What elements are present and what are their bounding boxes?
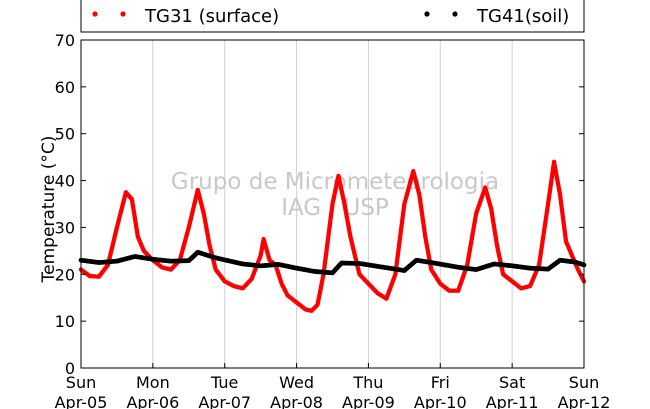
x-tick-day: Sat (499, 373, 525, 392)
legend-marker (424, 11, 430, 17)
y-tick-label: 10 (55, 312, 75, 331)
y-tick-label: 0 (65, 359, 75, 378)
plot-series (78, 159, 587, 314)
x-tick-day: Sun (569, 373, 599, 392)
y-tick-label: 40 (55, 172, 75, 191)
x-tick-day: Fri (431, 373, 450, 392)
x-tick-day: Sun (66, 373, 96, 392)
legend-marker (452, 11, 458, 17)
x-axis: SunApr-05MonApr-06TueApr-07WedApr-08ThuA… (55, 363, 611, 409)
x-tick-date: Apr-12 (558, 393, 611, 409)
x-tick-day: Thu (352, 373, 383, 392)
y-tick-label: 30 (55, 218, 75, 237)
y-axis: 0 10 20 30 40 50 60 70 (55, 31, 584, 378)
legend-marker (92, 11, 98, 17)
x-tick-date: Apr-09 (342, 393, 395, 409)
series-0 (78, 159, 587, 314)
legend-marker (120, 11, 126, 17)
x-tick-date: Apr-10 (414, 393, 467, 409)
legend-box (80, 0, 585, 33)
x-tick-date: Apr-11 (486, 393, 539, 409)
x-tick-day: Tue (210, 373, 238, 392)
plot-frame (80, 39, 585, 369)
x-tick-date: Apr-08 (270, 393, 323, 409)
x-tick-day: Mon (136, 373, 170, 392)
y-tick-label: 70 (55, 31, 75, 50)
y-tick-label: 60 (55, 78, 75, 97)
series-1 (78, 249, 587, 276)
legend-label: TG31 (surface) (144, 6, 279, 27)
y-tick-label: 20 (55, 265, 75, 284)
y-axis-title: Temperature (°C) (39, 136, 59, 284)
x-tick-date: Apr-06 (126, 393, 179, 409)
legend-label: TG41(soil) (476, 6, 569, 27)
y-tick-label: 50 (55, 125, 75, 144)
x-tick-date: Apr-05 (55, 393, 108, 409)
grid-lines (152, 40, 513, 368)
x-tick-day: Wed (279, 373, 314, 392)
legend: TG31 (surface) TG41(soil) (80, 0, 585, 33)
x-tick-date: Apr-07 (198, 393, 251, 409)
